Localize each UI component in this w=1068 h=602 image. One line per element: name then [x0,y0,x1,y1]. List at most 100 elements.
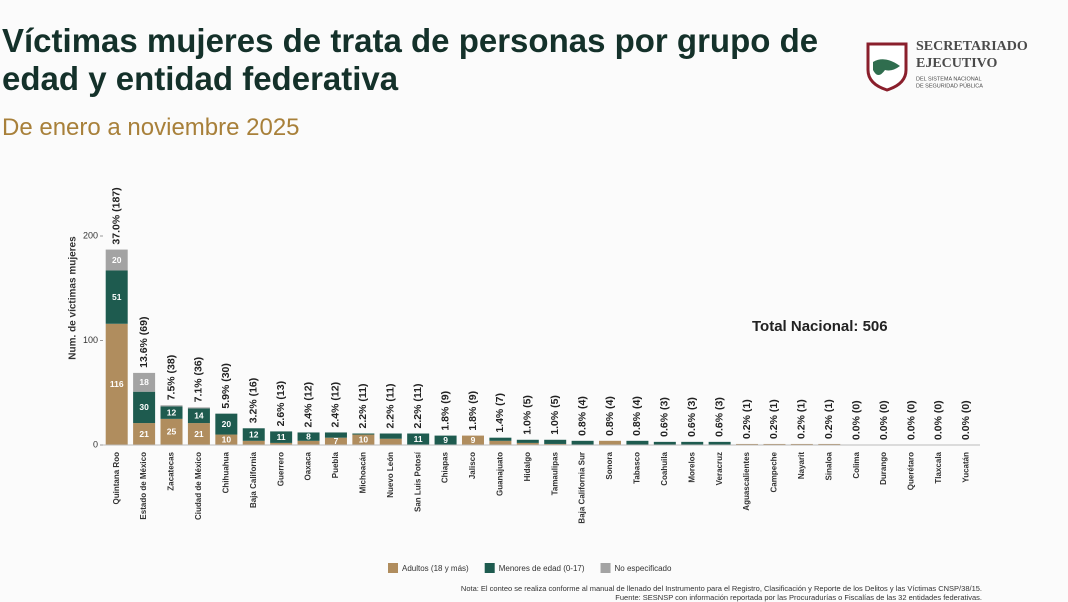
bar-segment [790,443,813,445]
logo-text: SECRETARIADO [916,39,1028,54]
total-label: 37.0% (187) [110,187,122,244]
total-label: 0.2% (1) [741,399,753,439]
x-tick-label: Guanajuato [496,452,505,496]
x-tick-label: Baja California [249,451,258,508]
x-tick-label: Aguascalientes [742,451,751,510]
bar-segment [270,442,293,445]
bar-segment [489,437,512,441]
x-tick-label: Colima [852,451,861,478]
logo-text: DE SEGURIDAD PÚBLICA [916,82,983,89]
y-axis-label: Num. de víctimas mujeres [68,236,79,360]
total-label: 0.6% (3) [659,397,671,437]
bar-segment [133,372,156,392]
bar-segment [270,431,293,443]
segment-label: 8 [306,431,311,441]
subtitle: De enero a noviembre 2025 [2,114,300,141]
total-label: 13.6% (69) [138,317,150,368]
total-label: 1.4% (7) [494,393,506,433]
x-tick-label: Nayarit [797,452,806,479]
bar-segment [571,440,594,445]
bar-segment [626,440,649,445]
legend-swatch [484,563,495,573]
bar-segment [105,323,128,445]
bar-segment [681,441,704,445]
bar-segment [160,405,183,407]
total-label: 0.6% (3) [686,397,698,437]
x-tick-label: Veracruz [715,452,724,485]
total-label: 0.0% (0) [960,400,972,440]
bar-segment [434,435,457,445]
x-tick-label: Hidalgo [523,452,532,481]
bar-segment [187,407,210,409]
bar-segment [133,423,156,445]
x-tick-label: Oaxaca [304,451,313,480]
total-label: 2.4% (12) [330,382,342,428]
bar-segment [160,418,183,445]
segment-label: 14 [194,410,204,420]
x-tick-label: Tlaxcala [934,451,943,483]
bar-segment [297,440,320,445]
total-label: 0.2% (1) [823,399,835,439]
bar-segment [160,406,183,419]
x-tick-label: Nuevo León [386,452,395,498]
total-label: 1.0% (5) [549,395,561,435]
bar-segment [736,443,759,445]
total-label: 0.2% (1) [768,399,780,439]
title: Víctimas mujeres de trata de personas po… [2,22,819,97]
x-tick-label: Quintana Roo [112,452,121,505]
total-label: 0.0% (0) [850,400,862,440]
footnote: Fuente: SESNSP con información reportada… [615,593,982,602]
total-label: 0.8% (4) [576,396,588,436]
total-label: 7.5% (38) [165,355,177,401]
y-tick-label: 0 [93,439,98,449]
segment-label: 25 [167,427,177,437]
total-label: 0.2% (1) [796,399,808,439]
y-tick-label: 100 [83,335,98,345]
annotation: Total Nacional: 506 [752,318,888,335]
bar-segment [708,441,731,445]
total-label: 2.2% (11) [357,384,369,429]
x-tick-label: Querétaro [907,452,916,490]
segment-label: 21 [194,429,204,439]
legend-label: Menores de edad (0-17) [499,564,585,573]
bar-segment [352,433,375,435]
x-tick-label: Estado de México [139,452,148,520]
bar-segment [324,437,347,445]
total-label: 0.0% (0) [905,400,917,440]
x-tick-label: Tabasco [633,452,642,484]
x-tick-label: Campeche [770,451,779,492]
total-label: 0.8% (4) [604,396,616,436]
x-tick-label: Yucatán [961,452,970,483]
x-tick-label: Zacatecas [167,451,176,490]
legend-swatch [600,563,611,573]
bar-segment [544,439,567,444]
bar-segment [653,441,676,445]
x-tick-label: Morelos [687,451,696,482]
segment-label: 11 [277,432,286,442]
bar-segment [599,440,622,445]
total-label: 0.8% (4) [631,396,643,436]
x-tick-label: Ciudad de México [194,452,203,520]
x-tick-label: Guerrero [276,452,285,486]
y-tick-label: 200 [83,230,98,240]
logo: SECRETARIADO EJECUTIVO DEL SISTEMA NACIO… [866,39,1028,92]
segment-label: 9 [443,435,448,445]
x-tick-label: Puebla [331,451,340,478]
logo-map [873,59,900,75]
bar-segment [818,443,841,445]
segment-label: 7 [334,436,339,446]
bar-segment [242,440,265,445]
segment-label: 10 [222,435,232,445]
bar-segment [215,434,238,445]
logo-text: DEL SISTEMA NACIONAL [916,76,982,82]
total-label: 2.2% (11) [385,384,397,429]
bar-segment [763,443,786,445]
total-label: 0.0% (0) [933,400,945,440]
legend-label: No especificado [615,564,672,573]
bar-segment [379,433,402,439]
bar-segment [133,391,156,424]
total-label: 0.0% (0) [878,400,890,440]
total-label: 2.6% (13) [275,381,287,427]
